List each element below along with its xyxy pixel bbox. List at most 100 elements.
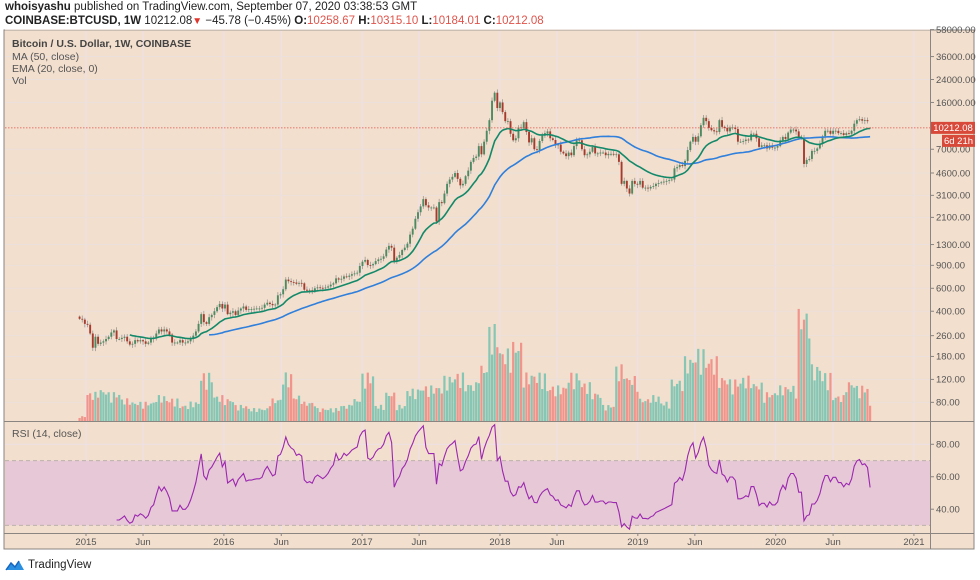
volume-bar [805,313,808,421]
price-axis[interactable]: 58000.00 36000.00 24000.00 16000.00 7000.00 4… [930,25,976,409]
volume-bar [506,348,509,421]
legend-ema[interactable]: EMA (20, close, 0) [12,63,98,75]
candle-body [607,153,610,156]
candle-body [649,186,652,189]
rsi-axis[interactable]: 80.00 60.00 40.00 [930,440,960,516]
volume-bar [847,382,851,421]
close-label: C: [483,15,496,27]
volume-bar [419,390,422,421]
volume-bar [601,404,605,421]
volume-bar [176,398,179,421]
price-tick-label: 7000.00 [936,145,970,156]
volume-bar [683,356,687,421]
time-tick-label: Jun [411,537,426,548]
candle-body [168,331,171,335]
volume-bar [237,410,240,421]
candle-body [171,334,174,343]
candle-body [385,249,388,257]
volume-bar [594,393,597,421]
candle-body [139,340,142,342]
candle-body [321,287,324,289]
volume-bar [385,392,388,421]
volume-bar [155,402,158,421]
volume-bar [863,392,866,421]
candle-body [514,138,517,141]
volume-bar [501,354,504,421]
volume-bar [773,393,777,421]
legend-ma[interactable]: MA (50, close) [12,51,79,63]
candle-body [181,340,184,343]
volume-bar [662,405,665,421]
candle-body [239,308,242,311]
volume-bar [512,341,515,421]
candle-body [102,341,105,343]
volume-bar [258,408,261,421]
volume-bar [366,372,369,421]
candle-body [678,164,681,168]
volume-bar [586,393,589,421]
volume-bar [231,402,235,421]
candle-body [538,140,541,151]
candle-body [583,149,586,156]
price-tick-label: 58000.00 [936,25,976,36]
candle-body [591,146,594,152]
candle-body [393,247,396,262]
candle-body [610,153,612,155]
price-tick-label: 24000.00 [936,75,976,86]
volume-bar [284,372,287,421]
volume-bar [826,390,829,421]
volume-bar [718,387,721,421]
candle-body [840,133,842,134]
volume-bar [271,398,274,421]
down-arrow-icon: ▼ [192,16,203,27]
time-axis[interactable]: 2015 Jun 2016 Jun 2017 Jun 2018 Jun 2019 Jun 2020 J… [75,533,924,548]
tradingview-logo[interactable]: TradingView [5,559,91,571]
candle-body [184,342,187,344]
time-tick-label: 2015 [75,537,96,548]
candle-body [350,274,353,276]
candle-body [721,120,723,127]
volume-bar [652,395,655,421]
candle-body [329,284,332,287]
volume-bar [670,379,673,421]
volume-bar [731,394,734,421]
volume-bar [837,396,840,421]
time-tick-label: Jun [549,537,564,548]
candle-body [731,127,734,129]
author-name[interactable]: whoisyashu [5,1,71,13]
volume-bar [504,364,507,421]
candle-body [120,337,123,339]
volume-bar [570,372,573,421]
volume-bar [234,405,237,421]
time-tick-label: 2019 [627,537,648,548]
candle-body [559,144,562,152]
volume-bar [551,386,554,421]
candle-body [628,188,631,194]
candle-body [213,311,216,315]
candle-body [792,129,795,131]
candle-body [313,288,316,291]
volume-bar [591,399,594,421]
legend-vol[interactable]: Vol [12,75,27,87]
candle-body [718,120,721,132]
price-tick-label: 4600.00 [936,168,970,179]
last-price: 10212.08 [144,15,193,27]
bar-countdown: 6d 21h [944,136,973,147]
volume-bar [496,347,499,421]
candle-body [382,256,385,259]
volume-bar [802,319,806,421]
volume-bar [824,373,827,421]
volume-bar [784,387,787,421]
volume-bar [149,403,153,421]
volume-bar [319,412,322,421]
volume-bar [152,402,155,421]
candle-body [263,304,266,308]
legend-rsi[interactable]: RSI (14, close) [12,428,81,440]
candle-body [253,308,256,310]
candle-body [826,130,829,132]
volume-bar [554,396,557,421]
volume-bar [147,405,150,421]
volume-bar [353,399,356,421]
candle-body [200,314,203,324]
